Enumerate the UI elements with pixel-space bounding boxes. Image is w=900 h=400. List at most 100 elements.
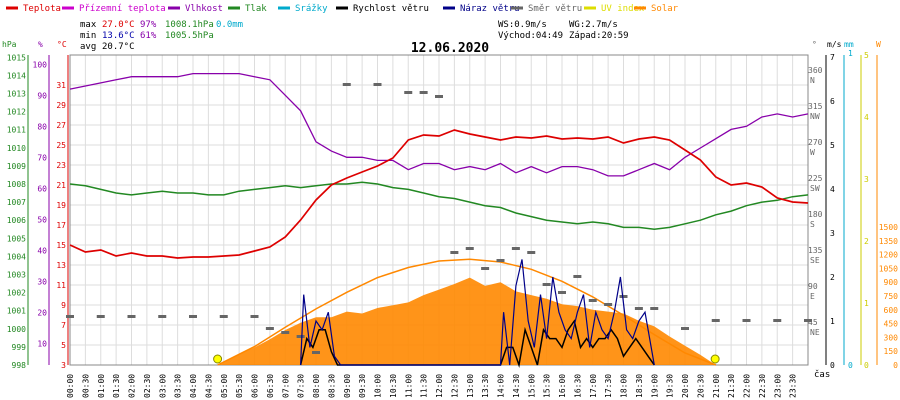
wind-dir-point	[604, 303, 613, 306]
x-tick-label: 06:00	[251, 374, 260, 398]
wind-dir-point	[711, 319, 720, 322]
sunset-time: Západ:20:59	[569, 31, 629, 41]
legend-label: Náraz větru	[460, 4, 520, 14]
x-tick-label: 21:30	[727, 374, 736, 398]
pressure-tick-label: 1001	[7, 307, 26, 316]
pressure-unit: hPa	[2, 40, 17, 49]
temperature-tick-label: 31	[56, 81, 66, 90]
wind-dir-point	[496, 259, 505, 262]
temperature-tick-label: 9	[61, 301, 66, 310]
stat-max-label: max	[80, 20, 97, 30]
humidity-unit: %	[38, 40, 43, 49]
solar-unit: W	[876, 40, 881, 49]
temperature-tick-label: 13	[56, 261, 66, 270]
solar-tick-label: 450	[884, 320, 899, 329]
legend-label: Směr větru	[528, 4, 582, 14]
temperature-tick-label: 21	[56, 181, 66, 190]
pressure-tick-label: 1009	[7, 162, 26, 171]
rain-unit: mm	[844, 40, 854, 49]
humidity-line	[69, 72, 809, 177]
stat-max-rain: 0.0mm	[216, 20, 243, 30]
pressure-tick-label: 1013	[7, 90, 26, 99]
chart-title: 12.06.2020	[411, 41, 489, 56]
temperature-tick-label: 3	[61, 361, 66, 370]
temperature-line	[69, 129, 809, 259]
x-tick-label: 05:00	[220, 374, 229, 398]
legend-label: Rychlost větru	[353, 4, 429, 14]
x-tick-label: 18:00	[620, 374, 629, 398]
wind-dir-point	[465, 247, 474, 250]
pressure-tick-label: 1004	[7, 252, 26, 261]
temperature-tick-label: 17	[56, 221, 66, 230]
wind-dir-point	[158, 315, 167, 318]
wind-dir-point	[281, 331, 290, 334]
wind-speed-tick-label: 4	[830, 185, 835, 194]
pressure-tick-label: 1015	[7, 53, 26, 62]
pressure-tick-label: 1007	[7, 198, 26, 207]
wind-dir-point	[312, 351, 320, 354]
x-tick-label: 20:00	[681, 374, 690, 398]
x-tick-label: 04:00	[189, 374, 198, 398]
wind-speed-tick-label: 3	[830, 229, 835, 238]
wind-dir-tick-label: 270	[808, 138, 823, 147]
solar-tick-label: 150	[884, 347, 899, 356]
x-tick-label: 07:30	[297, 374, 306, 398]
legend-label: Vlhkost	[185, 4, 223, 14]
stat-min-press: 1005.5hPa	[165, 31, 214, 41]
x-tick-label: 14:00	[497, 374, 506, 398]
solar-tick-label: 1350	[879, 237, 898, 246]
wind-dir-point	[373, 83, 382, 86]
pressure-tick-label: 1003	[7, 271, 26, 280]
x-tick-label: 13:30	[481, 374, 490, 398]
pressure-tick-label: 1008	[7, 180, 26, 189]
x-tick-label: 23:30	[789, 374, 798, 398]
solar-tick-label: 0	[893, 361, 898, 370]
x-tick-label: 15:30	[543, 374, 552, 398]
x-tick-label: 07:00	[281, 374, 290, 398]
wind-dir-point	[511, 247, 520, 250]
wind-dir-point	[96, 315, 105, 318]
legend-label: Teplota	[23, 4, 61, 14]
wind-dir-tick-label: 360	[808, 66, 823, 75]
x-tick-label: 09:30	[358, 374, 367, 398]
x-tick-label: 06:30	[266, 374, 275, 398]
pressure-tick-label: 1006	[7, 216, 26, 225]
wind-dir-tick-label: 225	[808, 174, 823, 183]
axes: 00:00 00:30 01:00 01:30 02:00 02:30 03:00 03:30…	[2, 40, 898, 398]
pressure-tick-label: 1005	[7, 234, 26, 243]
wind-dir-point	[619, 295, 628, 298]
wind-dir-point	[450, 251, 459, 254]
wind-dir-point	[250, 315, 259, 318]
stat-min-temp: 13.6°C	[102, 31, 135, 41]
solar-tick-label: 1200	[879, 251, 898, 260]
x-tick-label: 03:30	[174, 374, 183, 398]
x-tick-label: 12:30	[450, 374, 459, 398]
pressure-tick-label: 1002	[7, 289, 26, 298]
uv-tick-label: 3	[864, 175, 869, 184]
x-tick-label: 05:30	[235, 374, 244, 398]
stat-max-press: 1008.1hPa	[165, 20, 214, 30]
humidity-tick-label: 100	[33, 60, 48, 69]
wind-dir-point	[558, 291, 566, 294]
x-tick-label: 17:30	[604, 374, 613, 398]
wind-info: WS:0.9m/s WG:2.7m/s Východ:04:49 Západ:2…	[498, 20, 629, 41]
pressure-tick-label: 998	[12, 361, 27, 370]
x-tick-label: 18:30	[635, 374, 644, 398]
wind-dir-tick-name: NW	[810, 112, 820, 121]
temperature-unit: °C	[57, 40, 67, 49]
x-tick-label: 08:30	[327, 374, 336, 398]
solar-tick-label: 600	[884, 306, 899, 315]
x-tick-label: 12:00	[435, 374, 444, 398]
wind-dir-tick-name: E	[810, 292, 815, 301]
humidity-tick-label: 80	[37, 122, 47, 131]
pressure-tick-label: 999	[12, 343, 27, 352]
legend-label: UV index	[601, 4, 645, 14]
wind-dir-point	[481, 267, 490, 270]
wind-dir-tick-label: 90	[808, 282, 818, 291]
temperature-tick-label: 23	[56, 161, 66, 170]
wind-ws: WS:0.9m/s	[498, 20, 547, 30]
x-tick-label: 10:00	[374, 374, 383, 398]
x-tick-label: 19:00	[650, 374, 659, 398]
wind-dir-point	[527, 251, 536, 254]
